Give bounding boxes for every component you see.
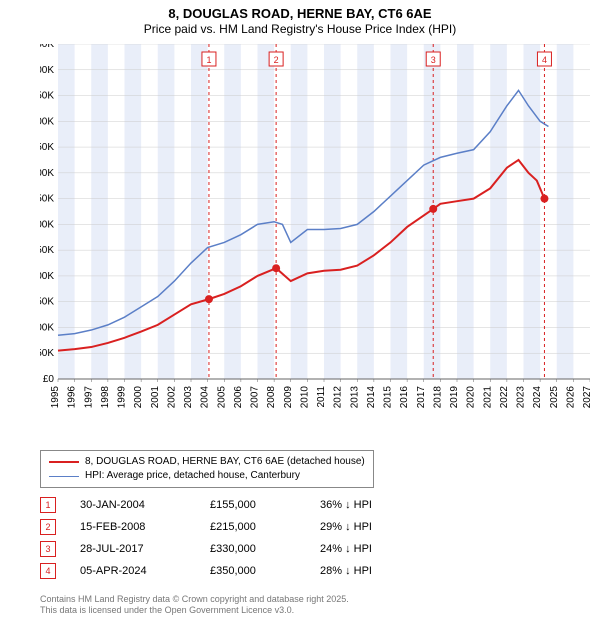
svg-text:£300K: £300K — [40, 219, 54, 230]
svg-text:2015: 2015 — [383, 386, 394, 409]
sale-pct: 36% ↓ HPI — [320, 499, 430, 511]
svg-text:2019: 2019 — [449, 386, 460, 409]
svg-text:2005: 2005 — [216, 386, 227, 409]
svg-text:2002: 2002 — [166, 386, 177, 409]
svg-text:£400K: £400K — [40, 168, 54, 179]
svg-text:2022: 2022 — [499, 386, 510, 409]
legend-item: HPI: Average price, detached house, Cant… — [49, 469, 365, 483]
sale-pct: 28% ↓ HPI — [320, 565, 430, 577]
sale-price: £155,000 — [210, 499, 320, 511]
svg-text:1997: 1997 — [83, 386, 94, 409]
svg-text:2027: 2027 — [582, 386, 590, 409]
svg-text:£150K: £150K — [40, 297, 54, 308]
svg-text:2023: 2023 — [516, 386, 527, 409]
legend-label: HPI: Average price, detached house, Cant… — [85, 469, 300, 483]
footer-line-1: Contains HM Land Registry data © Crown c… — [40, 594, 349, 605]
sale-price: £215,000 — [210, 521, 320, 533]
sale-marker-icon: 1 — [40, 497, 56, 513]
legend: 8, DOUGLAS ROAD, HERNE BAY, CT6 6AE (det… — [40, 450, 374, 488]
footer-attribution: Contains HM Land Registry data © Crown c… — [40, 594, 349, 616]
svg-text:1996: 1996 — [67, 386, 78, 409]
sale-marker-icon: 2 — [40, 519, 56, 535]
sale-date: 28-JUL-2017 — [80, 543, 210, 555]
svg-text:2021: 2021 — [482, 386, 493, 409]
svg-text:£650K: £650K — [40, 44, 54, 50]
svg-text:2003: 2003 — [183, 386, 194, 409]
svg-text:2: 2 — [274, 55, 279, 65]
svg-text:1: 1 — [206, 55, 211, 65]
legend-item: 8, DOUGLAS ROAD, HERNE BAY, CT6 6AE (det… — [49, 455, 365, 469]
svg-text:1999: 1999 — [117, 386, 128, 409]
svg-text:2013: 2013 — [349, 386, 360, 409]
sale-date: 30-JAN-2004 — [80, 499, 210, 511]
svg-text:3: 3 — [431, 55, 436, 65]
svg-text:2025: 2025 — [549, 386, 560, 409]
svg-text:£250K: £250K — [40, 245, 54, 256]
title-line-1: 8, DOUGLAS ROAD, HERNE BAY, CT6 6AE — [0, 6, 600, 21]
price-chart: £0 £50K £100K £150K £200K £250K £300K £350K £400… — [40, 44, 590, 414]
legend-swatch-series-1 — [49, 461, 79, 463]
footer-line-2: This data is licensed under the Open Gov… — [40, 605, 349, 616]
svg-text:2000: 2000 — [133, 386, 144, 409]
svg-text:2026: 2026 — [565, 386, 576, 409]
table-row: 1 30-JAN-2004 £155,000 36% ↓ HPI — [40, 494, 430, 516]
svg-text:2010: 2010 — [299, 386, 310, 409]
svg-text:£100K: £100K — [40, 322, 54, 333]
sale-pct: 24% ↓ HPI — [320, 543, 430, 555]
svg-text:£0: £0 — [43, 374, 55, 385]
svg-text:1998: 1998 — [100, 386, 111, 409]
svg-text:2007: 2007 — [250, 386, 261, 409]
table-row: 3 28-JUL-2017 £330,000 24% ↓ HPI — [40, 538, 430, 560]
svg-text:£500K: £500K — [40, 116, 54, 127]
sale-marker-icon: 4 — [40, 563, 56, 579]
svg-text:£50K: £50K — [40, 348, 54, 359]
svg-text:2008: 2008 — [266, 386, 277, 409]
sale-date: 15-FEB-2008 — [80, 521, 210, 533]
svg-text:£600K: £600K — [40, 65, 54, 76]
sale-marker-icon: 3 — [40, 541, 56, 557]
svg-text:1995: 1995 — [50, 386, 61, 409]
svg-text:2014: 2014 — [366, 386, 377, 409]
svg-text:2001: 2001 — [150, 386, 161, 409]
table-row: 2 15-FEB-2008 £215,000 29% ↓ HPI — [40, 516, 430, 538]
svg-text:2004: 2004 — [200, 386, 211, 409]
sale-date: 05-APR-2024 — [80, 565, 210, 577]
svg-text:£450K: £450K — [40, 142, 54, 153]
chart-title-block: 8, DOUGLAS ROAD, HERNE BAY, CT6 6AE Pric… — [0, 0, 600, 36]
svg-text:£550K: £550K — [40, 91, 54, 102]
legend-swatch-series-2 — [49, 476, 79, 477]
table-row: 4 05-APR-2024 £350,000 28% ↓ HPI — [40, 560, 430, 582]
sale-price: £350,000 — [210, 565, 320, 577]
svg-text:£350K: £350K — [40, 194, 54, 205]
svg-text:2009: 2009 — [283, 386, 294, 409]
svg-text:2018: 2018 — [432, 386, 443, 409]
svg-text:2012: 2012 — [333, 386, 344, 409]
legend-label: 8, DOUGLAS ROAD, HERNE BAY, CT6 6AE (det… — [85, 455, 365, 469]
svg-text:2011: 2011 — [316, 386, 327, 408]
svg-text:2020: 2020 — [466, 386, 477, 409]
title-line-2: Price paid vs. HM Land Registry's House … — [0, 22, 600, 36]
svg-text:2017: 2017 — [416, 386, 427, 409]
svg-text:£200K: £200K — [40, 271, 54, 282]
sale-price: £330,000 — [210, 543, 320, 555]
sale-pct: 29% ↓ HPI — [320, 521, 430, 533]
svg-text:2024: 2024 — [532, 386, 543, 409]
svg-text:2006: 2006 — [233, 386, 244, 409]
sales-table: 1 30-JAN-2004 £155,000 36% ↓ HPI 2 15-FE… — [40, 494, 430, 582]
svg-text:2016: 2016 — [399, 386, 410, 409]
svg-text:4: 4 — [542, 55, 547, 65]
